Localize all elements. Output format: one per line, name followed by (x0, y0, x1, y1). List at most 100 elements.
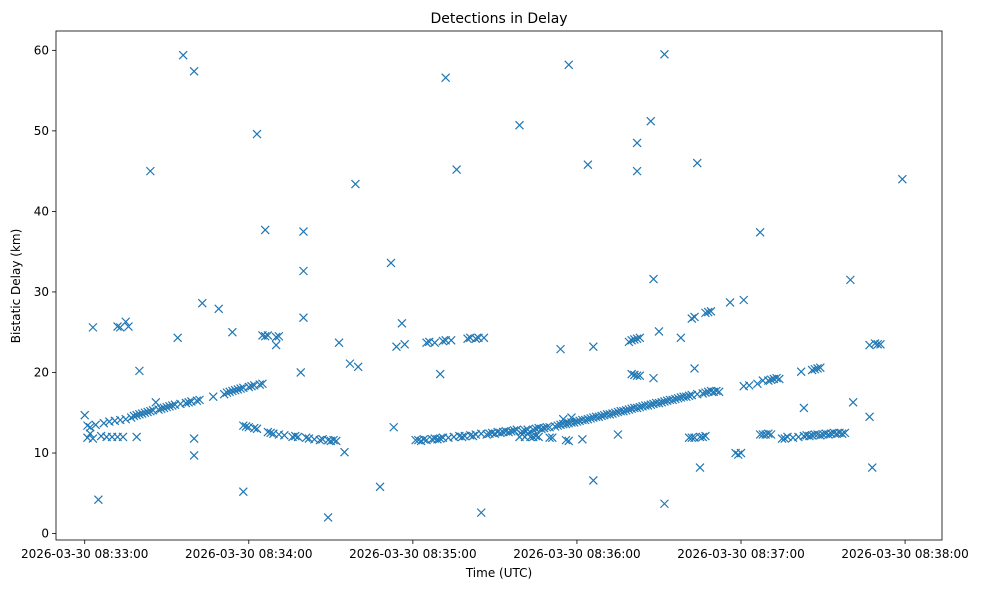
detection-point (517, 426, 527, 436)
detection-point (618, 406, 628, 416)
data-points (80, 49, 907, 522)
x-tick-label: 2026-03-30 08:36:00 (513, 547, 640, 561)
detection-point (698, 388, 708, 398)
detection-point (796, 367, 806, 377)
detection-point (495, 428, 505, 438)
detection-point (301, 433, 311, 443)
detection-point (583, 160, 593, 170)
detection-point (435, 434, 445, 443)
detection-point (515, 120, 524, 130)
detection-point (687, 433, 697, 443)
detection-point (873, 339, 883, 349)
detection-point (755, 227, 765, 237)
detection-point (837, 429, 847, 439)
detection-point (701, 308, 710, 318)
y-tick-label: 10 (34, 446, 49, 460)
detection-point (266, 428, 276, 438)
detection-point (258, 379, 267, 389)
detection-point (227, 327, 237, 337)
y-axis: 0 10 20 30 40 50 60 (34, 43, 56, 541)
detection-point (293, 432, 303, 442)
detection-point (621, 405, 631, 415)
detection-point (848, 397, 858, 407)
detection-point (392, 342, 401, 352)
detection-point (173, 333, 183, 343)
detection-point (777, 434, 787, 443)
detection-point (613, 430, 623, 439)
detection-point (227, 386, 237, 396)
detection-point (627, 335, 637, 345)
y-tick-label: 30 (34, 285, 49, 299)
detection-point (506, 426, 516, 436)
detection-point (208, 392, 218, 402)
detection-point (214, 304, 224, 314)
detection-point (83, 421, 92, 431)
detection-point (739, 295, 749, 305)
detection-point (597, 411, 606, 421)
x-axis-label: Time (UTC) (465, 566, 532, 580)
detection-point (635, 402, 645, 412)
detection-point (807, 365, 817, 375)
chart-title: Detections in Delay (430, 11, 567, 27)
detection-point (815, 363, 825, 373)
detection-point (88, 434, 98, 443)
detection-point (482, 430, 492, 439)
detection-point (624, 337, 634, 347)
detection-point (375, 482, 385, 492)
detection-point (654, 398, 664, 408)
detection-point (430, 338, 440, 348)
detection-point (701, 431, 710, 441)
x-tick-label: 2026-03-30 08:35:00 (349, 547, 476, 561)
detection-point (340, 447, 349, 457)
detection-point (260, 225, 270, 235)
detection-point (271, 340, 281, 350)
detection-point (766, 430, 776, 439)
detection-point (315, 435, 325, 445)
detection-point (845, 275, 855, 285)
detection-point (588, 342, 598, 352)
y-tick-label: 50 (34, 124, 49, 138)
detection-point (446, 335, 456, 345)
y-tick-label: 0 (41, 527, 49, 541)
detection-point (334, 338, 344, 348)
detection-point (632, 334, 642, 344)
detection-point (441, 73, 451, 83)
detection-point (159, 403, 169, 413)
detection-point (189, 434, 199, 443)
detection-point (132, 410, 142, 420)
detection-point (145, 166, 155, 176)
detection-point (865, 412, 874, 422)
detection-point (632, 371, 642, 381)
detection-point (733, 450, 743, 460)
detection-point (323, 513, 333, 522)
detection-point (690, 312, 699, 322)
detection-point (550, 422, 560, 431)
detection-point (897, 174, 907, 184)
detection-point (799, 403, 809, 413)
detection-point (632, 138, 642, 148)
detection-point (594, 412, 604, 422)
detection-point (605, 409, 615, 419)
detection-point (124, 322, 133, 331)
detection-point (222, 388, 232, 398)
detection-point (479, 333, 489, 343)
detection-point (763, 429, 773, 439)
detection-point (118, 432, 128, 442)
detection-point (134, 366, 144, 376)
detection-point (165, 401, 174, 411)
detection-point (564, 60, 574, 70)
detection-point (577, 434, 587, 444)
detection-point (867, 463, 877, 472)
detection-point (564, 436, 574, 446)
detection-point (583, 414, 593, 424)
detection-point (299, 227, 308, 236)
detection-point (397, 318, 407, 328)
detection-point (274, 331, 284, 341)
detection-point (824, 430, 833, 439)
detection-point (85, 429, 95, 439)
detection-point (471, 334, 481, 344)
detection-point (233, 384, 243, 394)
detection-point (528, 425, 538, 435)
detection-point (189, 66, 199, 76)
detection-point (668, 395, 678, 405)
